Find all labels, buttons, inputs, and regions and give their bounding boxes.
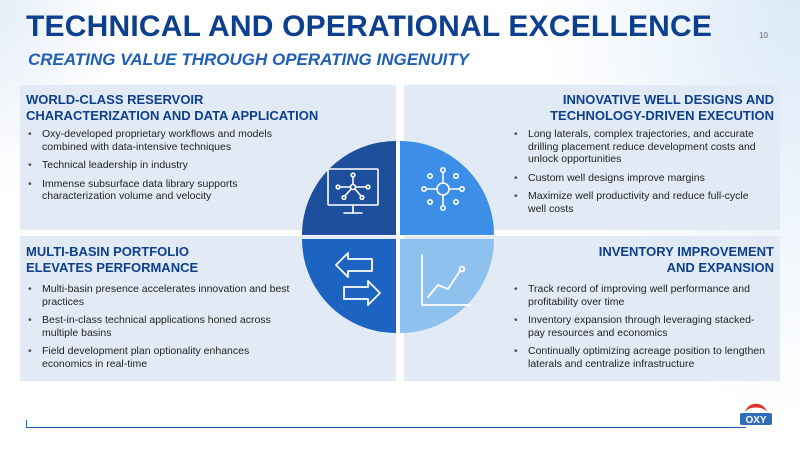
bullet-list-inventory: Track record of improving well performan… xyxy=(512,283,770,376)
heading-line: ELEVATES PERFORMANCE xyxy=(26,260,199,275)
footer-rule-tick xyxy=(26,420,27,428)
heading-line: AND EXPANSION xyxy=(666,260,774,275)
bullet-item: Immense subsurface data library supports… xyxy=(26,178,306,203)
quadrant-heading-reservoir: WORLD-CLASS RESERVOIR CHARACTERIZATION A… xyxy=(26,92,318,124)
heading-line: MULTI-BASIN PORTFOLIO xyxy=(26,244,189,259)
page-title: TECHNICAL AND OPERATIONAL EXCELLENCE xyxy=(26,10,713,43)
center-circle-graphic xyxy=(300,139,496,335)
bullet-item: Multi-basin presence accelerates innovat… xyxy=(26,283,302,308)
line-chart-icon xyxy=(421,254,471,306)
hub-network-icon xyxy=(421,166,466,212)
heading-line: WORLD-CLASS RESERVOIR xyxy=(26,92,204,107)
quadrant-heading-inventory: INVENTORY IMPROVEMENT AND EXPANSION xyxy=(599,244,774,276)
heading-line: INNOVATIVE WELL DESIGNS AND xyxy=(562,92,774,107)
heading-line: TECHNOLOGY-DRIVEN EXECUTION xyxy=(550,108,774,123)
bullet-item: Technical leadership in industry xyxy=(26,159,306,172)
bullet-item: Continually optimizing acreage position … xyxy=(512,345,770,370)
bullet-item: Oxy-developed proprietary workflows and … xyxy=(26,128,306,153)
bullet-item: Inventory expansion through leveraging s… xyxy=(512,314,770,339)
bullet-item: Custom well designs improve margins xyxy=(512,172,768,185)
bullet-item: Track record of improving well performan… xyxy=(512,283,770,308)
quadrant-heading-multi-basin: MULTI-BASIN PORTFOLIO ELEVATES PERFORMAN… xyxy=(26,244,198,276)
exchange-arrows-icon xyxy=(335,252,381,306)
circle-wedge-bottom-left xyxy=(302,239,396,333)
bullet-item: Long laterals, complex trajectories, and… xyxy=(512,128,768,166)
bullet-list-multi-basin: Multi-basin presence accelerates innovat… xyxy=(26,283,302,376)
quadrant-heading-well-designs: INNOVATIVE WELL DESIGNS AND TECHNOLOGY-D… xyxy=(550,92,774,124)
heading-line: INVENTORY IMPROVEMENT xyxy=(598,244,774,259)
logo-swoosh xyxy=(745,403,767,412)
logo-wordmark-box xyxy=(740,413,772,425)
circle-wedge-bottom-right xyxy=(400,239,494,333)
circle-wedge-top-left xyxy=(302,141,396,235)
page-subtitle: CREATING VALUE THROUGH OPERATING INGENUI… xyxy=(28,50,470,69)
footer-rule xyxy=(26,427,746,428)
bullet-item: Best-in-class technical applications hon… xyxy=(26,314,302,339)
monitor-network-icon xyxy=(327,168,379,214)
circle-quadrants-svg xyxy=(302,141,494,333)
oxy-logo: OXY xyxy=(736,398,776,439)
oxy-logo-mark: OXY xyxy=(740,403,772,426)
bullet-item: Field development plan optionality enhan… xyxy=(26,345,302,370)
circle-wedge-top-right xyxy=(400,141,494,235)
bullet-item: Maximize well productivity and reduce fu… xyxy=(512,190,768,215)
logo-wordmark: OXY xyxy=(745,415,766,426)
heading-line: CHARACTERIZATION AND DATA APPLICATION xyxy=(26,108,319,123)
page-number: 10 xyxy=(759,31,768,40)
bullet-list-well-designs: Long laterals, complex trajectories, and… xyxy=(512,128,768,221)
bullet-list-reservoir: Oxy-developed proprietary workflows and … xyxy=(26,128,306,209)
